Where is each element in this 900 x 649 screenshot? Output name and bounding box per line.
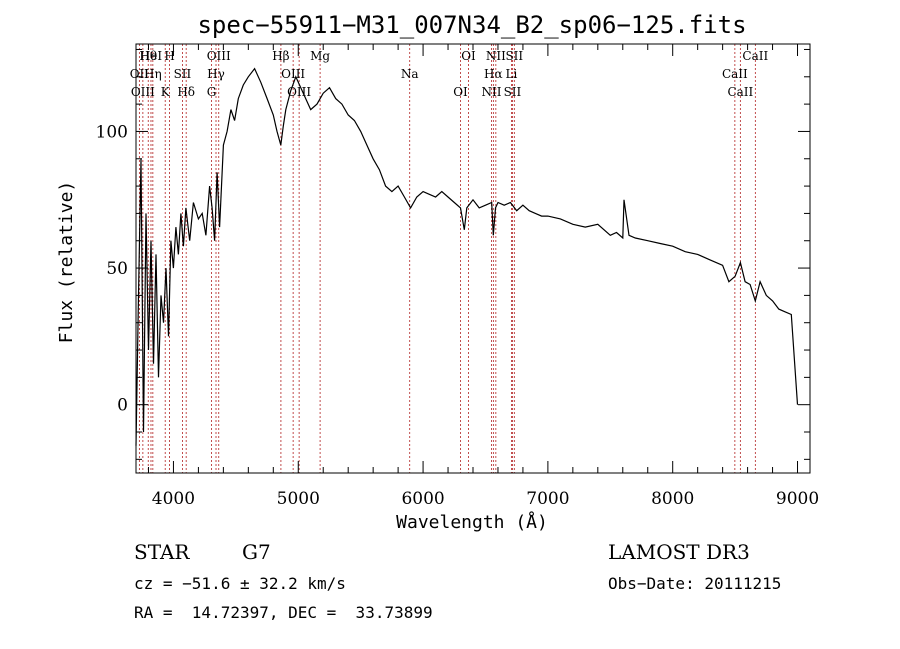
spectral-line-label: Hδ (177, 85, 195, 99)
spectral-line-label: NII (481, 85, 501, 99)
spectral-line-label: Hα (484, 67, 503, 81)
survey-name: LAMOST DR3 (608, 540, 750, 564)
chart-title: spec−55911−M31_007N34_B2_sp06−125.fits (197, 11, 746, 39)
object-subclass: G7 (242, 540, 271, 564)
spectral-line-label: SII (505, 49, 523, 63)
spectral-line-label: H (164, 49, 174, 63)
x-tick-label: 4000 (152, 489, 195, 509)
x-axis-ticks: 4000 5000 6000 7000 8000 9000 (147, 44, 819, 509)
y-axis-label: Flux (relative) (56, 181, 77, 344)
x-tick-label: 8000 (651, 489, 694, 509)
spectral-line-label: Li (506, 67, 518, 81)
spectral-line-markers (138, 44, 756, 473)
spectral-line-label: OII (130, 67, 150, 81)
spectral-line-label: SII (504, 85, 522, 99)
spectral-line-label: OIII (281, 67, 305, 81)
spectral-line-label: Na (401, 67, 419, 81)
coordinates: RA = 14.72397, DEC = 33.73899 (134, 603, 433, 622)
spectral-line-label: K (161, 85, 171, 99)
redshift-cz: cz = −51.6 ± 32.2 km/s (134, 574, 346, 593)
y-tick-label: 0 (117, 396, 128, 416)
spectral-line-label: OI (453, 85, 468, 99)
spectral-line-label: Mg (310, 49, 330, 63)
x-tick-label: 9000 (776, 489, 819, 509)
object-class: STAR (134, 540, 190, 564)
spectral-line-label: Hη (144, 67, 162, 81)
x-tick-label: 5000 (277, 489, 320, 509)
x-tick-label: 6000 (401, 489, 444, 509)
spectral-line-label: OIII (287, 85, 311, 99)
spectral-line-labels: HθOIIOIIIHeIHηKHSIIHδOIIIHγGHβOIIIOIIIMg… (130, 49, 769, 99)
spectral-line-label: CaII (742, 49, 768, 63)
spectral-line-label: OI (461, 49, 476, 63)
spectral-line-label: SII (174, 67, 192, 81)
y-tick-label: 100 (96, 122, 128, 142)
spectral-line-label: Hγ (207, 67, 225, 81)
spectrum-line (135, 67, 799, 446)
y-axis-ticks: 0 50 100 (96, 48, 810, 460)
spectral-line-label: CaII (722, 67, 748, 81)
spectral-line-label: Hβ (272, 49, 289, 63)
spectral-line-label: G (207, 85, 217, 99)
spectral-line-label: NII (486, 49, 506, 63)
spectral-line-label: CaII (727, 85, 753, 99)
observation-date: Obs−Date: 20111215 (608, 574, 782, 593)
spectral-line-label: Hθ (139, 49, 157, 63)
spectral-line-label: OIII (131, 85, 155, 99)
spectral-line-label: OIII (207, 49, 231, 63)
y-tick-label: 50 (106, 259, 128, 279)
x-tick-label: 7000 (526, 489, 569, 509)
spectral-line-label: HeI (140, 49, 163, 63)
x-axis-label: Wavelength (Å) (396, 511, 548, 533)
